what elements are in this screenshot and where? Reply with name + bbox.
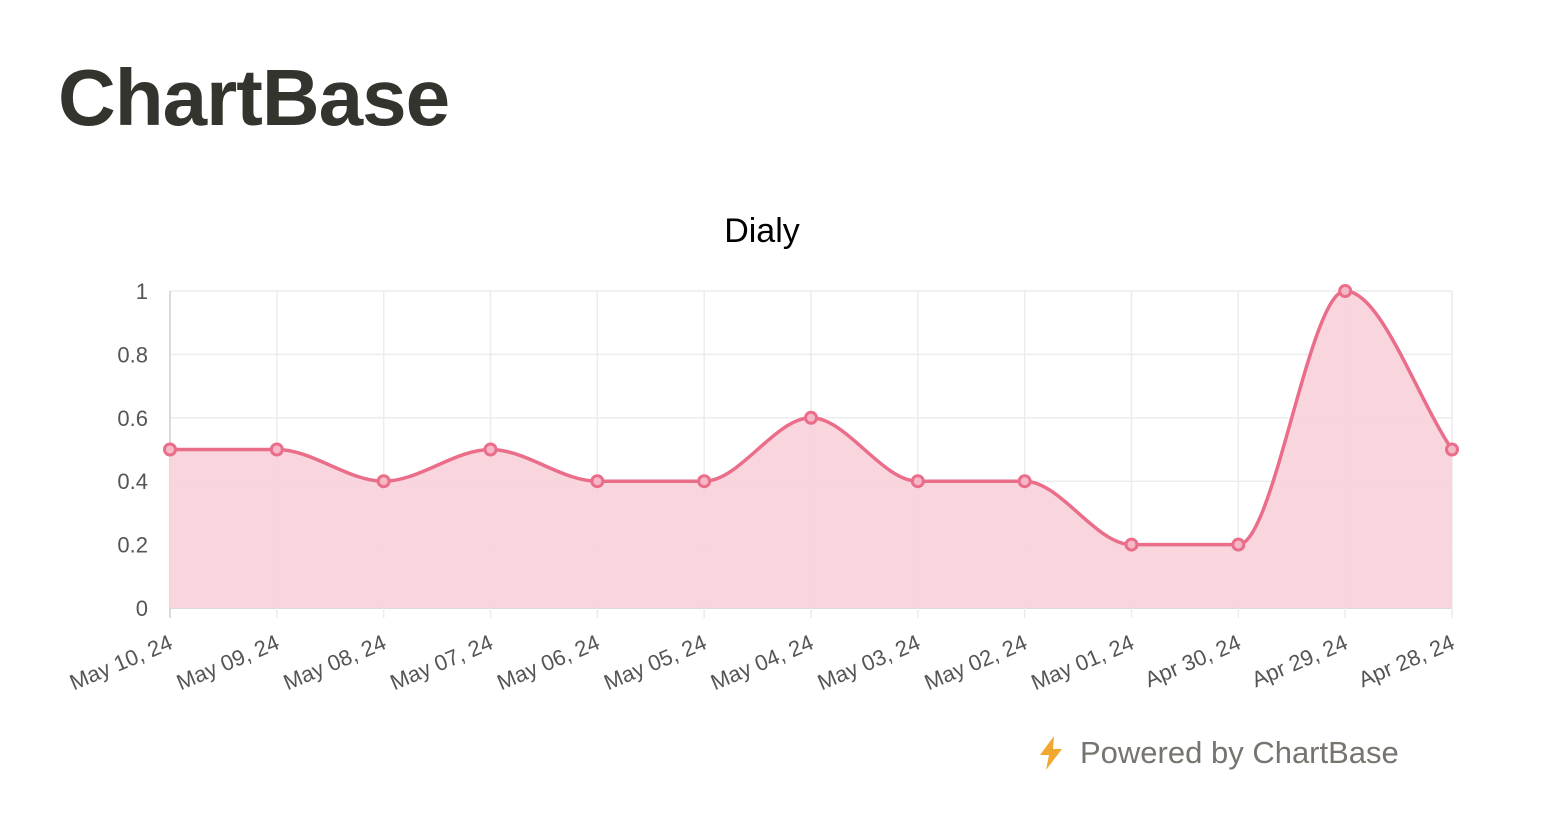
- x-tick-label: May 03, 24: [814, 630, 924, 696]
- data-point[interactable]: [163, 442, 177, 457]
- chart-title: Dialy: [724, 212, 800, 250]
- x-tick-label: May 06, 24: [493, 630, 603, 696]
- x-tick-label: May 05, 24: [600, 630, 710, 696]
- data-point[interactable]: [590, 474, 605, 489]
- x-tick-label: May 09, 24: [173, 630, 283, 696]
- y-tick-label: 0.2: [117, 533, 148, 558]
- y-tick-label: 0: [136, 596, 148, 621]
- data-point[interactable]: [376, 474, 391, 489]
- y-tick-label: 0.4: [117, 469, 148, 494]
- x-tick-label: May 10, 24: [66, 630, 176, 696]
- data-point[interactable]: [483, 442, 498, 457]
- x-tick-label: Apr 29, 24: [1248, 630, 1351, 693]
- data-point[interactable]: [1231, 537, 1246, 552]
- x-tick-label: Apr 30, 24: [1141, 630, 1244, 693]
- y-tick-label: 0.6: [117, 406, 148, 431]
- x-tick-label: May 07, 24: [386, 630, 496, 696]
- series-area-fill: [170, 291, 1452, 608]
- brand-title: ChartBase: [58, 53, 450, 142]
- x-tick-label: May 04, 24: [707, 630, 817, 696]
- data-point[interactable]: [269, 442, 284, 457]
- y-tick-label: 0.8: [117, 342, 148, 367]
- data-point[interactable]: [697, 474, 712, 489]
- lightning-icon: [1040, 736, 1062, 770]
- x-tick-label: Apr 28, 24: [1355, 630, 1458, 693]
- x-tick-label: May 02, 24: [921, 630, 1031, 696]
- data-point[interactable]: [1124, 537, 1139, 552]
- y-axis-ticks: 0 0.2 0.4 0.6 0.8 1: [117, 279, 148, 621]
- data-point[interactable]: [910, 474, 925, 489]
- x-tick-label: May 01, 24: [1027, 630, 1137, 696]
- x-tick-label: May 08, 24: [280, 630, 390, 696]
- y-tick-label: 1: [136, 279, 148, 304]
- powered-by-footer[interactable]: Powered by ChartBase: [1036, 733, 1399, 773]
- data-point[interactable]: [1017, 474, 1032, 489]
- data-points: [163, 284, 1459, 552]
- data-point[interactable]: [1338, 284, 1353, 298]
- data-point[interactable]: [1445, 442, 1459, 457]
- data-point[interactable]: [804, 410, 818, 425]
- series-line: [170, 289, 1454, 547]
- powered-by-text: Powered by ChartBase: [1080, 735, 1399, 770]
